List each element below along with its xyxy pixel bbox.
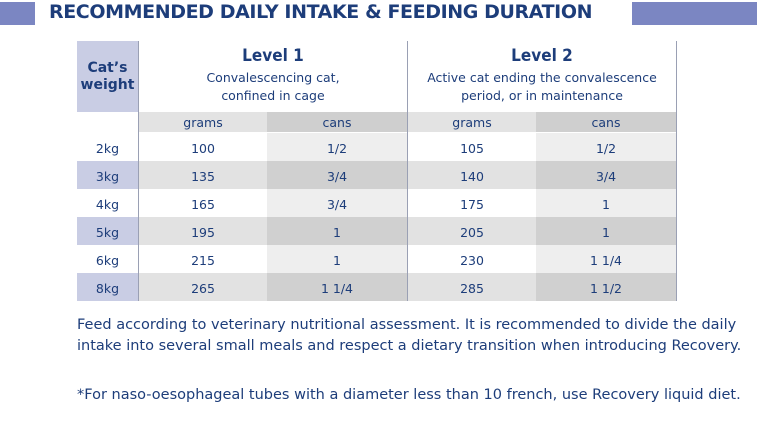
weight-cell: 2kg — [95, 141, 120, 156]
weight-cell: 8kg — [77, 273, 138, 301]
level2-grams-cell: 230 — [460, 253, 484, 268]
level2-grams-cell: 285 — [408, 273, 536, 301]
level1-grams-cell: 165 — [191, 197, 215, 212]
level2-grams-cell: 205 — [408, 217, 536, 245]
level1-cans-cell: 3/4 — [267, 161, 407, 189]
level2-desc-line1: Active cat ending the convalescence — [427, 70, 657, 85]
level1-title: Level 1 — [242, 46, 304, 66]
level2-cans-header: cans — [536, 112, 676, 132]
table-row: 6kg 215 1 230 1 1/4 — [77, 245, 677, 273]
table-row: 5kg 195 1 205 1 — [77, 217, 677, 245]
level2-cans-cell: 1 — [536, 189, 676, 217]
tube-footnote: *For naso-oesophageal tubes with a diame… — [77, 387, 741, 403]
weight-cell: 4kg — [95, 197, 120, 212]
table-divider-levels — [407, 41, 408, 301]
title-bar-right-decoration — [632, 2, 757, 25]
weight-cell: 3kg — [77, 161, 138, 189]
weight-cell: 5kg — [77, 217, 138, 245]
level1-desc-line1: Convalescencing cat, — [206, 70, 340, 85]
table-divider-right — [676, 41, 677, 301]
table-divider-weight — [138, 41, 139, 301]
title-bar-left-decoration — [0, 2, 35, 25]
level2-cans-cell: 1/2 — [536, 133, 676, 161]
title-bar: RECOMMENDED DAILY INTAKE & FEEDING DURAT… — [0, 0, 757, 28]
level2-cans-cell: 1 1/4 — [536, 245, 676, 273]
level1-description: Convalescencing cat, confined in cage — [139, 69, 407, 105]
level1-cans-cell: 1 — [267, 217, 407, 245]
level1-grams-cell: 265 — [139, 273, 267, 301]
level2-cans-cell: 1 1/2 — [536, 273, 676, 301]
level2-cans-cell: 3/4 — [536, 161, 676, 189]
level1-grams-cell: 195 — [139, 217, 267, 245]
level1-cans-header: cans — [267, 112, 407, 132]
table-row: 8kg 265 1 1/4 285 1 1/2 — [77, 273, 677, 301]
level1-cans-cell: 1 1/4 — [267, 273, 407, 301]
weight-header-line1: Cat’s — [87, 59, 128, 76]
feeding-instructions: Feed according to veterinary nutritional… — [77, 317, 742, 354]
weight-header-line2: weight — [80, 76, 135, 93]
level1-cans-cell: 1 — [267, 245, 407, 273]
table-row: 4kg 165 3/4 175 1 — [77, 189, 677, 217]
level2-grams-cell: 140 — [408, 161, 536, 189]
level2-grams-header: grams — [408, 112, 536, 132]
level1-cans-cell: 1/2 — [267, 133, 407, 161]
level1-desc-line2: confined in cage — [221, 88, 325, 103]
level2-title: Level 2 — [511, 46, 573, 66]
table-row: 3kg 135 3/4 140 3/4 — [77, 161, 677, 189]
level2-grams-cell: 105 — [460, 141, 484, 156]
level1-grams-cell: 100 — [191, 141, 215, 156]
level2-cans-cell: 1 — [536, 217, 676, 245]
weight-cell: 6kg — [95, 253, 120, 268]
level1-grams-cell: 135 — [139, 161, 267, 189]
level1-grams-cell: 215 — [191, 253, 215, 268]
level2-grams-cell: 175 — [460, 197, 484, 212]
weight-column-header: Cat’s weight — [77, 41, 138, 112]
level1-cans-cell: 3/4 — [267, 189, 407, 217]
table-row: 2kg 100 1/2 105 1/2 — [77, 133, 677, 161]
level2-desc-line2: period, or in maintenance — [461, 88, 623, 103]
page-title: RECOMMENDED DAILY INTAKE & FEEDING DURAT… — [49, 1, 593, 23]
level1-grams-header: grams — [139, 112, 267, 132]
level2-description: Active cat ending the convalescence peri… — [408, 69, 676, 105]
